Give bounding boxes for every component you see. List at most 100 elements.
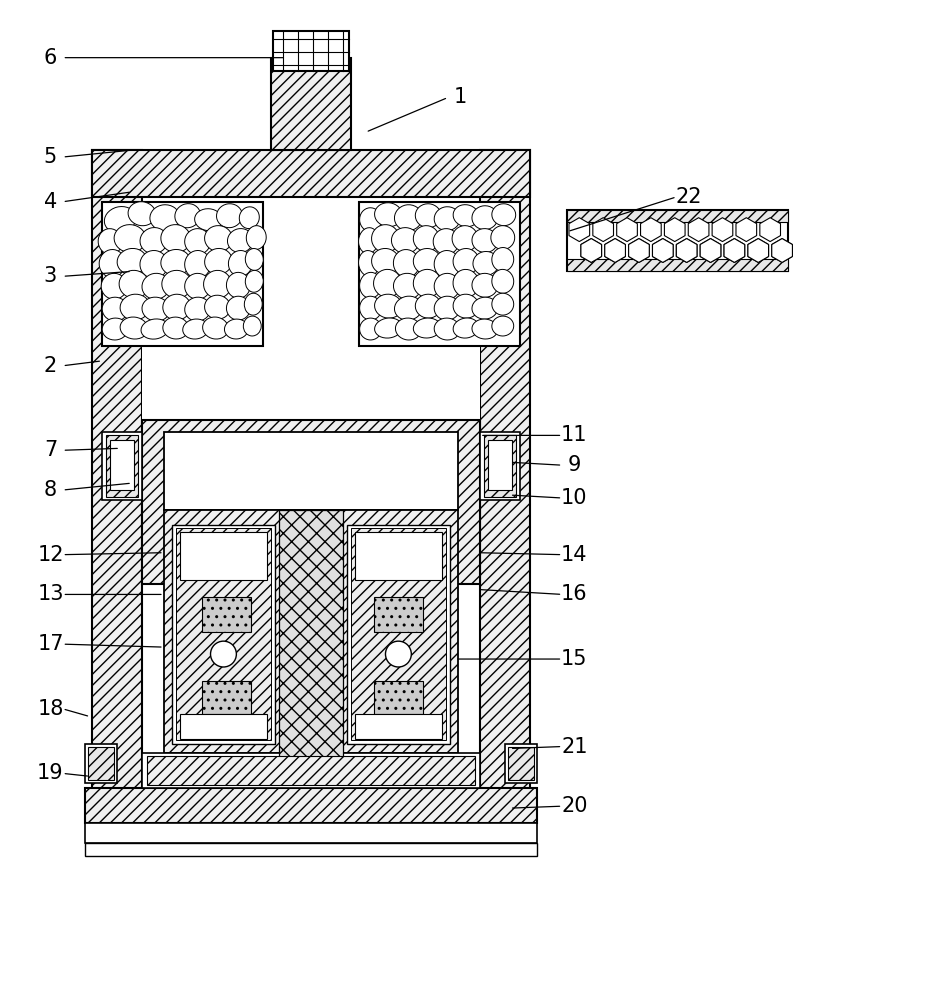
Bar [279, 510, 343, 758]
Ellipse shape [453, 249, 479, 274]
Circle shape [385, 641, 411, 667]
Ellipse shape [183, 319, 208, 339]
Bar [147, 756, 475, 785]
Ellipse shape [228, 229, 253, 253]
Ellipse shape [142, 273, 170, 299]
Text: 6: 6 [44, 48, 57, 68]
Bar [86, 788, 537, 823]
Ellipse shape [492, 204, 516, 226]
Ellipse shape [453, 294, 479, 318]
Ellipse shape [246, 270, 263, 292]
Bar [110, 440, 134, 490]
Ellipse shape [433, 229, 459, 254]
Ellipse shape [203, 317, 229, 339]
Bar [179, 714, 267, 739]
Bar [480, 150, 529, 823]
Ellipse shape [162, 270, 192, 298]
Ellipse shape [416, 204, 441, 228]
Ellipse shape [374, 269, 402, 297]
Text: 12: 12 [37, 545, 64, 565]
Bar [179, 532, 267, 580]
Ellipse shape [453, 205, 479, 227]
Ellipse shape [392, 228, 419, 253]
Ellipse shape [120, 294, 150, 320]
Ellipse shape [239, 207, 259, 229]
Ellipse shape [150, 205, 179, 231]
Ellipse shape [492, 269, 513, 293]
Bar [488, 440, 512, 490]
Ellipse shape [102, 318, 128, 340]
Text: 21: 21 [561, 737, 588, 757]
Bar [351, 528, 446, 740]
Ellipse shape [205, 248, 232, 274]
Bar [202, 597, 251, 632]
Ellipse shape [360, 272, 381, 298]
Ellipse shape [394, 205, 422, 231]
Ellipse shape [175, 204, 201, 228]
Bar [567, 210, 788, 222]
Ellipse shape [491, 226, 514, 250]
Ellipse shape [205, 226, 232, 252]
Ellipse shape [185, 273, 210, 299]
Text: 20: 20 [561, 796, 588, 816]
Text: 15: 15 [561, 649, 588, 669]
Circle shape [210, 641, 236, 667]
Ellipse shape [359, 228, 379, 253]
Ellipse shape [185, 229, 210, 254]
Bar [172, 525, 275, 744]
Ellipse shape [492, 248, 513, 271]
Ellipse shape [492, 293, 513, 315]
Ellipse shape [472, 206, 498, 230]
Ellipse shape [204, 270, 232, 298]
Bar [505, 744, 537, 783]
Ellipse shape [416, 294, 441, 318]
Ellipse shape [141, 319, 168, 339]
Ellipse shape [101, 273, 127, 299]
Bar [374, 681, 423, 714]
Ellipse shape [163, 317, 189, 339]
Ellipse shape [185, 297, 210, 321]
Bar [508, 747, 534, 780]
Bar [106, 435, 138, 497]
Ellipse shape [229, 251, 252, 276]
Ellipse shape [140, 228, 167, 254]
Bar [164, 432, 458, 510]
Text: 8: 8 [44, 480, 57, 500]
Text: 10: 10 [561, 488, 588, 508]
Text: 3: 3 [44, 266, 57, 286]
Text: 4: 4 [44, 192, 57, 212]
Ellipse shape [413, 318, 441, 338]
Ellipse shape [360, 318, 381, 340]
Ellipse shape [395, 318, 421, 340]
Bar [567, 210, 788, 271]
Ellipse shape [473, 251, 498, 275]
Ellipse shape [360, 296, 381, 320]
Bar [347, 525, 450, 744]
Text: 2: 2 [44, 356, 57, 376]
Ellipse shape [226, 272, 250, 298]
Ellipse shape [161, 225, 191, 253]
Bar [102, 202, 263, 346]
Ellipse shape [393, 250, 419, 277]
Bar [92, 150, 142, 823]
Bar [273, 31, 349, 71]
Ellipse shape [393, 273, 421, 299]
Ellipse shape [142, 297, 169, 321]
Bar [86, 823, 537, 843]
Ellipse shape [117, 248, 147, 274]
Ellipse shape [360, 208, 381, 232]
Ellipse shape [472, 319, 498, 339]
Ellipse shape [246, 226, 266, 249]
Bar [86, 843, 537, 856]
Ellipse shape [102, 297, 128, 321]
Ellipse shape [185, 251, 210, 278]
Ellipse shape [114, 225, 146, 253]
Ellipse shape [375, 203, 403, 227]
Bar [92, 150, 529, 197]
Ellipse shape [120, 317, 148, 339]
Ellipse shape [244, 316, 261, 336]
Ellipse shape [205, 295, 231, 319]
Ellipse shape [472, 229, 498, 253]
Text: 11: 11 [561, 425, 588, 445]
Bar [86, 744, 117, 783]
